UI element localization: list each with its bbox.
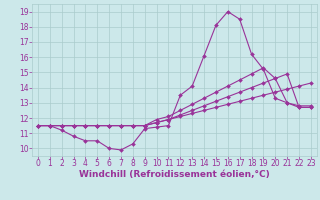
X-axis label: Windchill (Refroidissement éolien,°C): Windchill (Refroidissement éolien,°C) xyxy=(79,170,270,179)
